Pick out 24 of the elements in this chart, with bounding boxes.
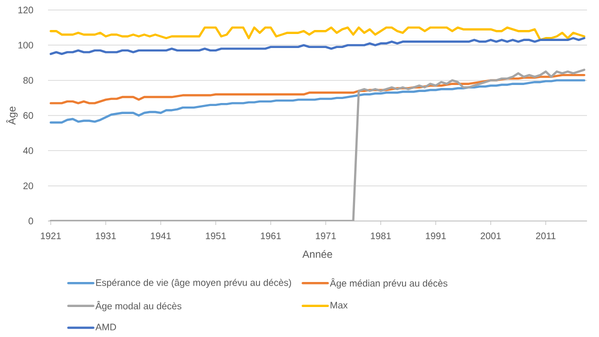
x-tick-label: 1981 <box>370 232 391 240</box>
x-tick-label: 2011 <box>536 232 556 240</box>
x-tick-label: 1971 <box>316 232 336 240</box>
x-tick-label: 1951 <box>206 232 226 240</box>
y-tick-label: 0 <box>28 218 34 224</box>
x-tick-label: 1991 <box>426 232 446 240</box>
legend-label: Âge modal au décès <box>95 301 182 312</box>
legend-label: Max <box>330 302 348 309</box>
x-tick-label: 1921 <box>40 232 61 240</box>
y-tick-label: 100 <box>18 42 34 49</box>
y-tick-label: 80 <box>23 76 34 84</box>
y-axis-title: Âge <box>6 106 18 125</box>
x-tick-label: 1931 <box>96 232 116 240</box>
y-tick-label: 120 <box>18 6 34 14</box>
legend-label: Espérance de vie (âge moyen prévu au décès) <box>96 278 292 288</box>
y-tick-label: 40 <box>23 147 34 154</box>
x-tick-label: 2001 <box>480 232 501 240</box>
y-tick-label: 20 <box>23 182 34 190</box>
x-axis-title: Année <box>302 250 332 258</box>
x-tick-label: 1941 <box>150 232 171 240</box>
legend-label: Âge médian prévu au décès <box>330 278 448 288</box>
x-tick-label: 1961 <box>260 232 281 240</box>
y-tick-label: 60 <box>23 112 34 119</box>
legend-label: AMD <box>95 324 116 330</box>
